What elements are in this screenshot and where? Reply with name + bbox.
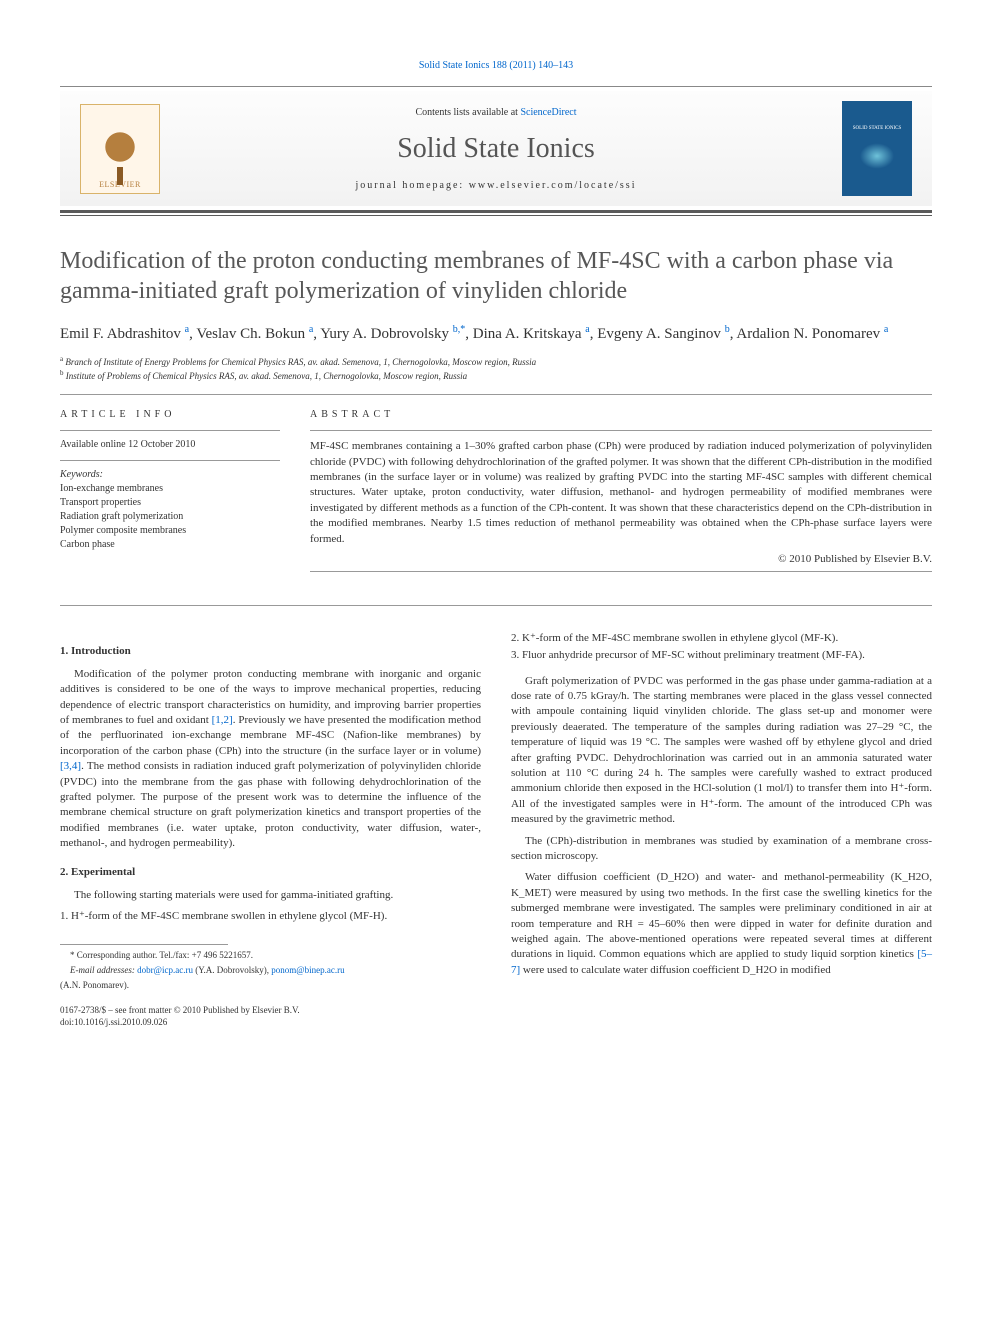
body-columns: 1. Introduction Modification of the poly… [60, 631, 932, 1029]
materials-list-item-2: 2. K⁺-form of the MF-4SC membrane swolle… [511, 631, 932, 646]
author-affil-sup[interactable]: a [185, 324, 189, 335]
affil-text: Institute of Problems of Chemical Physic… [66, 371, 467, 381]
author-affil-sup[interactable]: a [884, 324, 888, 335]
footnote-rule [60, 944, 228, 945]
cover-graphic-icon [857, 141, 897, 171]
keywords-heading: Keywords: [60, 469, 280, 480]
elsevier-logo[interactable]: ELSEVIER [80, 104, 160, 194]
keyword: Ion-exchange membranes [60, 482, 280, 496]
author-affil-sup[interactable]: b [725, 324, 730, 335]
doi-line: doi:10.1016/j.ssi.2010.09.026 [60, 1017, 481, 1029]
citation-link[interactable]: [3,4] [60, 760, 81, 772]
materials-list-item-1: 1. H⁺-form of the MF-4SC membrane swolle… [60, 909, 481, 924]
materials-list-item-3: 3. Fluor anhydride precursor of MF-SC wi… [511, 648, 932, 663]
author-name: Veslav Ch. Bokun [196, 326, 305, 342]
author: Emil F. Abdrashitov a [60, 326, 189, 342]
contents-line: Contents lists available at ScienceDirec… [180, 107, 812, 118]
keyword: Radiation graft polymerization [60, 510, 280, 524]
section-1-heading: 1. Introduction [60, 645, 481, 657]
top-rule [60, 86, 932, 87]
text-span: Water diffusion coefficient (D_H2O) and … [511, 871, 932, 960]
author-affil-sup[interactable]: b,* [453, 324, 466, 335]
affil-sup: a [60, 355, 63, 363]
author-name: Evgeny A. Sanginov [597, 326, 721, 342]
abstract-column: abstract MF-4SC membranes containing a 1… [310, 409, 932, 580]
email-link-1[interactable]: dobr@icp.ac.ru [137, 965, 193, 975]
front-matter-line: 0167-2738/$ – see front matter © 2010 Pu… [60, 1005, 481, 1017]
affil-text: Branch of Institute of Energy Problems f… [65, 357, 536, 367]
header-right: SOLID STATE IONICS [812, 101, 912, 196]
section-2-heading: 2. Experimental [60, 866, 481, 878]
email-link-2[interactable]: ponom@binep.ac.ru [271, 965, 344, 975]
article-info-column: article info Available online 12 October… [60, 409, 280, 580]
article-title: Modification of the proton conducting me… [60, 246, 932, 306]
sciencedirect-link[interactable]: ScienceDirect [520, 107, 576, 118]
text-span: were used to calculate water diffusion c… [520, 964, 831, 976]
author: Evgeny A. Sanginov b [597, 326, 730, 342]
author: Veslav Ch. Bokun a [196, 326, 313, 342]
article-info-heading: article info [60, 409, 280, 420]
author-name: Yury A. Dobrovolsky [320, 326, 449, 342]
experimental-paragraph: The following starting materials were us… [60, 888, 481, 903]
journal-cover-thumbnail[interactable]: SOLID STATE IONICS [842, 101, 912, 196]
author: Dina A. Kritskaya a [473, 326, 590, 342]
mini-rule [60, 430, 280, 431]
mini-rule [310, 430, 932, 431]
page-footer: 0167-2738/$ – see front matter © 2010 Pu… [60, 1005, 481, 1028]
left-column: 1. Introduction Modification of the poly… [60, 631, 481, 1029]
affiliation: b Institute of Problems of Chemical Phys… [60, 369, 932, 383]
method-paragraph-3: Water diffusion coefficient (D_H2O) and … [511, 870, 932, 978]
section-rule [60, 394, 932, 395]
mini-rule [60, 460, 280, 461]
affiliation: a Branch of Institute of Energy Problems… [60, 355, 932, 369]
abstract-text: MF-4SC membranes containing a 1–30% graf… [310, 439, 932, 547]
abstract-heading: abstract [310, 409, 932, 420]
author: Yury A. Dobrovolsky b,* [320, 326, 465, 342]
email-label: E-mail addresses: [70, 965, 135, 975]
header-center: Contents lists available at ScienceDirec… [180, 107, 812, 191]
abstract-copyright: © 2010 Published by Elsevier B.V. [310, 553, 932, 565]
intro-paragraph: Modification of the polymer proton condu… [60, 667, 481, 852]
contents-prefix: Contents lists available at [415, 107, 520, 118]
header-left: ELSEVIER [80, 104, 180, 194]
author-affil-sup[interactable]: a [585, 324, 589, 335]
affil-sup: b [60, 369, 64, 377]
keywords-list: Ion-exchange membranes Transport propert… [60, 482, 280, 552]
author-name: Emil F. Abdrashitov [60, 326, 181, 342]
author-list: Emil F. Abdrashitov a, Veslav Ch. Bokun … [60, 324, 932, 343]
available-online: Available online 12 October 2010 [60, 439, 280, 450]
cover-title: SOLID STATE IONICS [853, 126, 902, 131]
keyword: Transport properties [60, 496, 280, 510]
method-paragraph-1: Graft polymerization of PVDC was perform… [511, 674, 932, 828]
author-name: Dina A. Kritskaya [473, 326, 582, 342]
email-name-2: (A.N. Ponomarev). [60, 979, 481, 992]
author: Ardalion N. Ponomarev a [736, 326, 888, 342]
affiliation-block: a Branch of Institute of Energy Problems… [60, 355, 932, 382]
elsevier-tree-icon [95, 125, 145, 180]
info-abstract-row: article info Available online 12 October… [60, 409, 932, 580]
section-rule [60, 605, 932, 606]
issue-reference-link[interactable]: Solid State Ionics 188 (2011) 140–143 [60, 60, 932, 71]
mini-rule [310, 571, 932, 572]
text-span: . The method consists in radiation induc… [60, 760, 481, 849]
right-column: 2. K⁺-form of the MF-4SC membrane swolle… [511, 631, 932, 1029]
citation-link[interactable]: [1,2] [212, 714, 233, 726]
email-name-1: (Y.A. Dobrovolsky), [193, 965, 271, 975]
author-affil-sup[interactable]: a [309, 324, 313, 335]
author-name: Ardalion N. Ponomarev [736, 326, 880, 342]
email-footnote: E-mail addresses: dobr@icp.ac.ru (Y.A. D… [60, 964, 481, 977]
journal-header-band: ELSEVIER Contents lists available at Sci… [60, 91, 932, 206]
header-bottom-rule [60, 210, 932, 216]
journal-homepage-line: journal homepage: www.elsevier.com/locat… [180, 180, 812, 191]
keyword: Polymer composite membranes [60, 524, 280, 538]
journal-name: Solid State Ionics [180, 133, 812, 165]
keyword: Carbon phase [60, 538, 280, 552]
method-paragraph-2: The (CPh)-distribution in membranes was … [511, 834, 932, 865]
corresponding-author-footnote: * Corresponding author. Tel./fax: +7 496… [60, 949, 481, 962]
